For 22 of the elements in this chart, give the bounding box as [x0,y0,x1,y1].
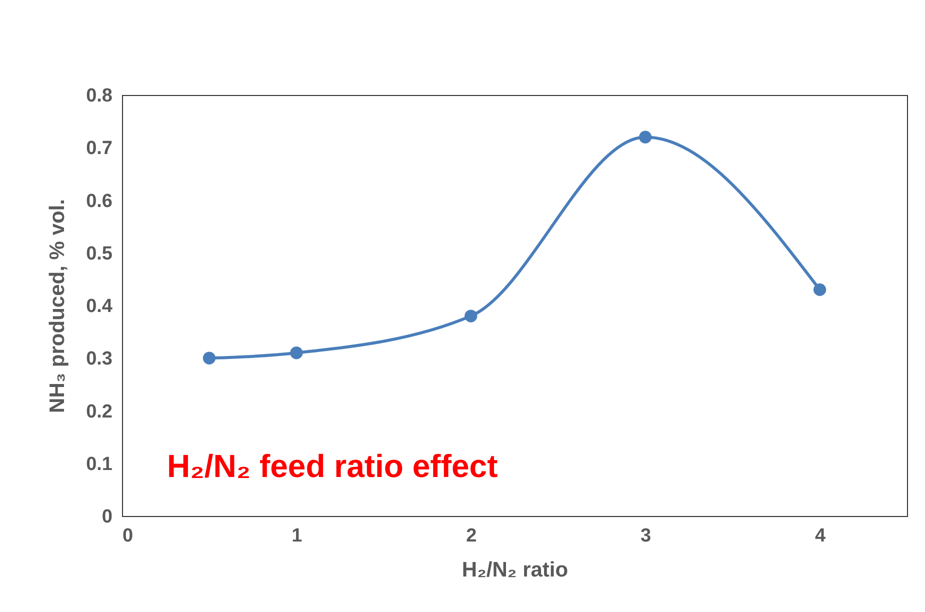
y-tick-label: 0.1 [86,454,113,475]
x-tick-label: 0 [122,526,134,546]
y-axis-title: NH₃ produced, % vol. [46,199,70,413]
point [202,352,216,364]
x-tick-label: 1 [292,526,303,546]
y-tick-label: 0.7 [86,138,112,160]
y-tick-label: 0.6 [86,190,112,212]
annotation: H₂/N₂ feed ratio effect [167,448,498,484]
x-tick-label: 2 [466,526,477,546]
x-axis-title: H₂/N₂ ratio [462,558,568,582]
point [813,283,826,296]
point [639,130,652,144]
y-tick-label: 0.2 [86,401,112,422]
point [464,310,478,322]
point [290,346,303,360]
y-tick-label: 0 [102,506,112,528]
y-tick-label: 0.3 [86,348,112,370]
x-tick-label: 3 [640,526,652,546]
y-tick-label: 0.8 [86,86,112,106]
x-tick-label: 4 [814,526,826,546]
y-tick-label: 0.5 [86,243,113,264]
y-tick-label: 0.4 [86,296,113,317]
